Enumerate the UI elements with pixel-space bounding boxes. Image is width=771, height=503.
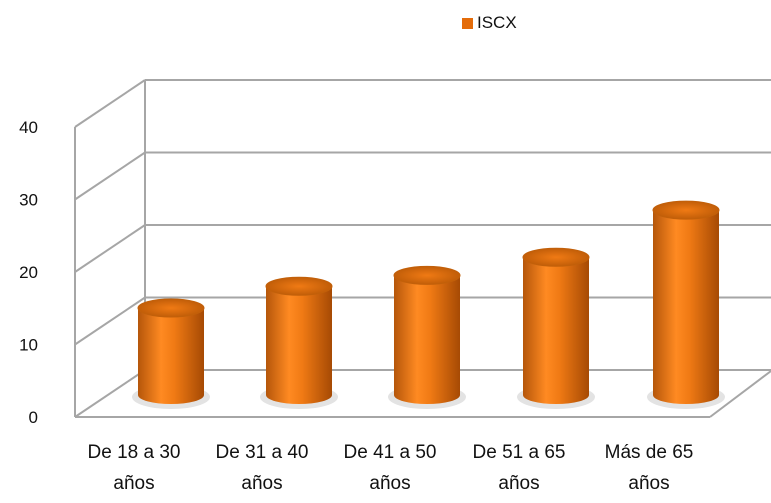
- gridline-side: [74, 151, 146, 201]
- gridline-side: [74, 224, 146, 273]
- bar: [394, 275, 460, 404]
- bar: [523, 257, 589, 404]
- y-tick-label: 30: [19, 191, 38, 210]
- x-tick-label: Más de 65: [605, 442, 694, 463]
- x-tick-label: años: [628, 473, 669, 494]
- floor-right-edge: [709, 370, 771, 418]
- y-tick-label: 20: [19, 263, 38, 282]
- x-tick-label: De 18 a 30: [88, 442, 181, 463]
- gridline-side: [74, 79, 146, 128]
- bar-top: [137, 298, 205, 318]
- x-tick-label: De 41 a 50: [344, 442, 437, 463]
- y-tick-label: 0: [29, 408, 38, 427]
- x-tick-label: años: [369, 473, 410, 494]
- y-tick-label: 10: [19, 336, 38, 355]
- gridline-side: [74, 369, 146, 418]
- legend-label: ISCX: [477, 13, 517, 32]
- x-tick-label: De 51 a 65: [473, 442, 566, 463]
- x-tick-label: años: [113, 473, 154, 494]
- y-tick-label: 40: [19, 118, 38, 137]
- x-tick-label: años: [241, 473, 282, 494]
- legend-swatch: [462, 17, 473, 29]
- bar: [653, 210, 719, 404]
- legend: ISCX: [462, 13, 517, 33]
- bar-top: [652, 200, 720, 220]
- bar-top: [265, 276, 333, 296]
- bar: [266, 286, 332, 404]
- bar: [138, 308, 204, 404]
- x-tick-label: De 31 a 40: [216, 442, 309, 463]
- bar-top: [393, 265, 461, 285]
- bar-top: [522, 247, 590, 267]
- x-tick-label: años: [498, 473, 539, 494]
- gridline-side: [74, 296, 146, 346]
